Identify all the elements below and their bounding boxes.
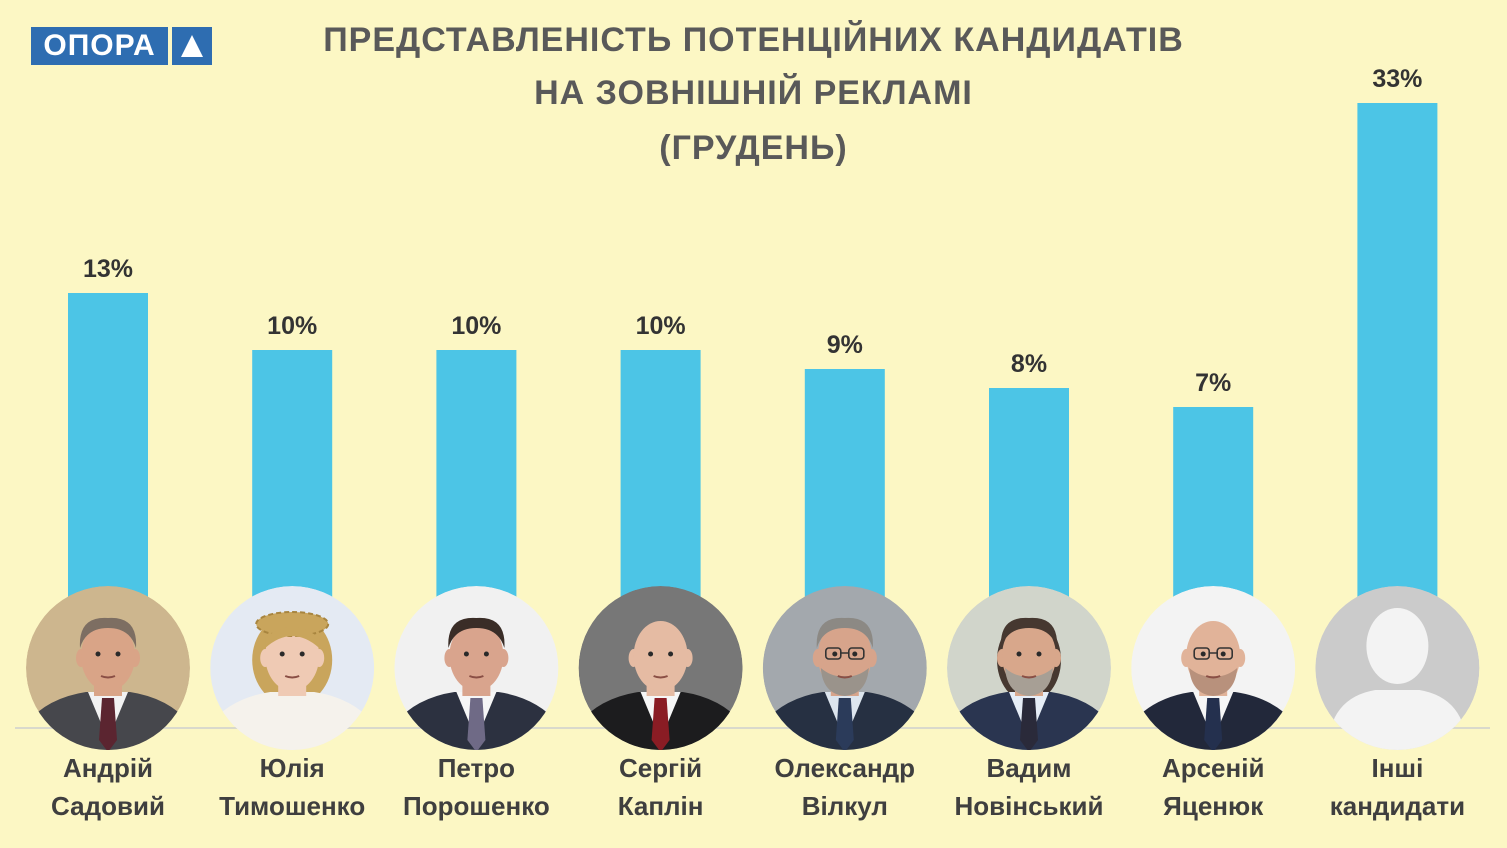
data-label: 33%	[1372, 65, 1422, 93]
candidate-last-name: кандидати	[1330, 791, 1465, 821]
candidate-name-label: Сергій Каплін	[618, 753, 704, 821]
opora-logo: ОПОРА	[31, 27, 168, 65]
candidate-name-label: Інші кандидати	[1330, 753, 1465, 821]
candidate-first-name: Андрій	[63, 753, 153, 783]
candidate-photo-6	[947, 586, 1111, 750]
candidate-first-name: Петро	[438, 753, 515, 783]
candidate-first-name: Арсеній	[1162, 753, 1265, 783]
candidate-last-name: Вілкул	[802, 791, 888, 821]
candidate-last-name: Тимошенко	[219, 791, 365, 821]
candidate-first-name: Юлія	[260, 753, 325, 783]
triangle-up-icon	[172, 27, 212, 65]
data-label: 8%	[1011, 350, 1047, 378]
candidate-name-label: Петро Порошенко	[403, 753, 550, 821]
candidate-photo-2	[210, 586, 375, 750]
candidate-name-label: Андрій Садовий	[51, 753, 165, 821]
candidate-name-label: Вадим Новінський	[955, 753, 1104, 821]
data-labels-layer: 13% 10% 10% 10% 9% 8% 7% 33%	[83, 65, 1422, 397]
candidate-name-label: Олександр Вілкул	[775, 753, 916, 821]
candidate-last-name: Порошенко	[403, 791, 550, 821]
candidate-last-name: Каплін	[618, 791, 704, 821]
candidate-photo-1	[26, 586, 190, 750]
candidate-photo-7	[1131, 586, 1296, 750]
data-label: 10%	[267, 312, 317, 340]
data-label: 9%	[827, 331, 863, 359]
photos-layer	[26, 586, 1480, 750]
data-label: 7%	[1195, 369, 1231, 397]
candidate-last-name: Новінський	[955, 791, 1104, 821]
chart-title-line-1: ПРЕДСТАВЛЕНІСТЬ ПОТЕНЦІЙНИХ КАНДИДАТІВ	[323, 21, 1184, 59]
candidate-photo-4	[578, 586, 743, 750]
candidate-last-name: Яценюк	[1163, 791, 1264, 821]
candidate-first-name: Олександр	[775, 753, 916, 783]
candidate-first-name: Інші	[1371, 753, 1423, 783]
candidate-photo-5	[762, 586, 927, 750]
candidate-last-name: Садовий	[51, 791, 165, 821]
data-label: 13%	[83, 255, 133, 283]
data-label: 10%	[636, 312, 686, 340]
candidate-photo-3	[394, 586, 559, 750]
candidate-name-label: Арсеній Яценюк	[1162, 753, 1265, 821]
chart-title-line-2: НА ЗОВНІШНІЙ РЕКЛАМІ	[534, 74, 973, 112]
candidate-first-name: Сергій	[619, 753, 702, 783]
person-placeholder-icon	[1315, 586, 1480, 750]
category-labels-layer: Андрій Садовий Юлія Тимошенко Петро Порошенко…	[51, 753, 1465, 821]
data-label: 10%	[451, 312, 501, 340]
chart-title-line-3: (ГРУДЕНЬ)	[659, 129, 848, 167]
candidate-first-name: Вадим	[987, 753, 1072, 783]
candidate-name-label: Юлія Тимошенко	[219, 753, 365, 821]
